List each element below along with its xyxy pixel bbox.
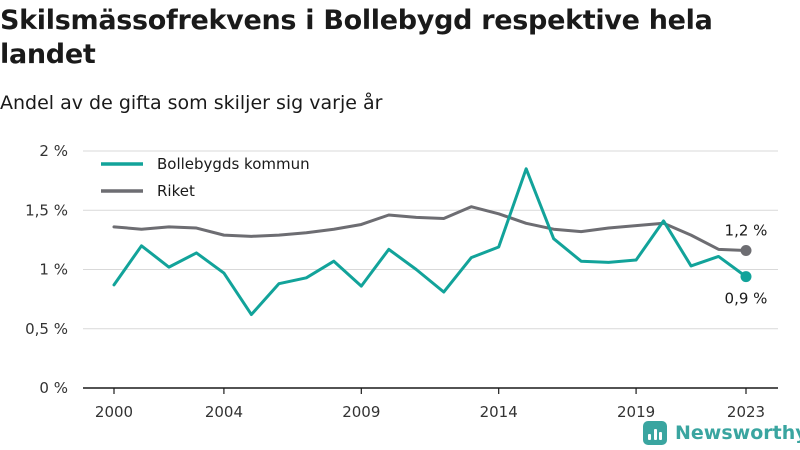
newsworthy-logo-icon — [643, 421, 667, 445]
chart-title: Skilsmässofrekvens i Bollebygd respektiv… — [0, 5, 713, 70]
brand-name: Newsworthy — [675, 422, 800, 444]
y-tick-label: 0,5 % — [25, 320, 68, 338]
series-line-bollebygd — [112, 167, 748, 317]
end-label-riket: 1,2 % — [725, 222, 768, 240]
x-tick-label: 2023 — [727, 403, 765, 421]
chart-subtitle: Andel av de gifta som skiljer sig varje … — [0, 92, 383, 114]
end-point-riket — [740, 245, 752, 257]
y-tick-label: 1 % — [39, 261, 68, 279]
series-line-riket — [112, 205, 748, 253]
end-label-bollebygd: 0,9 % — [725, 290, 768, 308]
y-tick-label: 1,5 % — [25, 201, 68, 219]
brand: Newsworthy — [643, 421, 800, 445]
y-tick-label: 2 % — [39, 142, 68, 160]
legend-label-riket: Riket — [157, 182, 195, 200]
x-tick-label: 2019 — [617, 403, 655, 421]
x-tick-label: 2014 — [480, 403, 518, 421]
x-tick-label: 2009 — [342, 403, 380, 421]
x-tick-label: 2000 — [95, 403, 133, 421]
x-tick-label: 2004 — [205, 403, 243, 421]
end-point-bollebygd — [740, 271, 752, 283]
y-tick-label: 0 % — [39, 379, 68, 397]
legend-label-bollebygd: Bollebygds kommun — [157, 155, 310, 173]
